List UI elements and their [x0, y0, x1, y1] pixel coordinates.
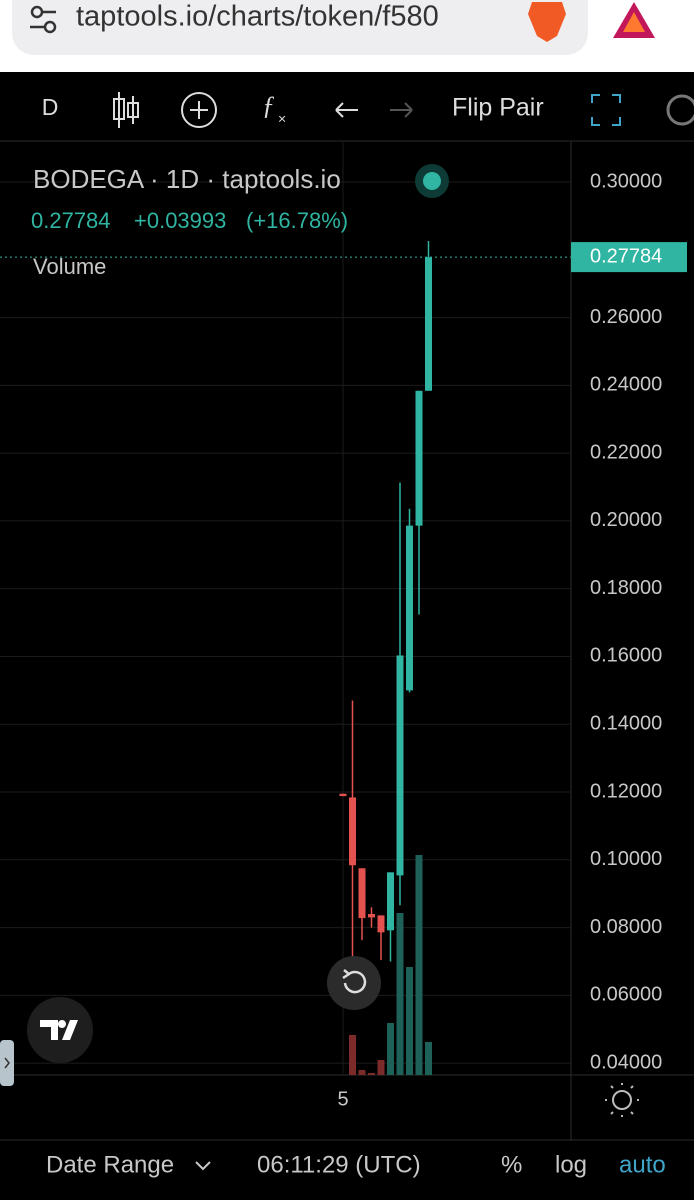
url-field[interactable]	[12, 0, 588, 55]
y-tick-label: 0.06000	[590, 984, 662, 1006]
side-panel-tab[interactable]	[0, 1040, 14, 1086]
volume-bar	[415, 855, 423, 1075]
y-tick-label: 0.20000	[590, 509, 662, 531]
url[interactable]: taptools.io/charts/token/f580	[76, 1, 439, 33]
last-price-box	[571, 242, 687, 273]
candle-body	[377, 915, 385, 933]
last-price-label: 0.27784	[590, 245, 662, 267]
site-settings-icon[interactable]	[30, 5, 57, 34]
volume-bar	[349, 1035, 356, 1075]
settings-button[interactable]	[666, 94, 694, 126]
auto-button[interactable]: auto	[619, 1151, 666, 1178]
theme-button[interactable]	[605, 1083, 639, 1117]
volume-label: Volume	[33, 254, 106, 279]
candle-body	[358, 868, 366, 919]
chart-type-button[interactable]	[113, 92, 139, 128]
legend-last-price: 0.27784	[31, 208, 111, 233]
undo-button[interactable]	[335, 102, 358, 118]
candle-body	[406, 525, 413, 691]
toolbar	[0, 72, 694, 140]
redo-button[interactable]	[390, 102, 413, 118]
status-dot	[423, 172, 441, 190]
y-tick-label: 0.14000	[590, 713, 662, 735]
volume-bar	[377, 1060, 385, 1075]
grid	[0, 181, 571, 1064]
brave-icon[interactable]	[528, 2, 566, 42]
candle-body	[415, 390, 423, 526]
y-tick-label: 0.30000	[590, 170, 662, 192]
volume-bar	[406, 967, 413, 1075]
log-button[interactable]: log	[555, 1151, 587, 1178]
candle-body	[368, 914, 375, 918]
percent-button[interactable]: %	[501, 1151, 522, 1178]
y-tick-label: 0.24000	[590, 374, 662, 396]
fullscreen-button[interactable]	[591, 94, 621, 126]
formula-button[interactable]: ƒ	[262, 91, 275, 120]
y-tick-label: 0.26000	[590, 306, 662, 328]
interval-button[interactable]: D	[42, 94, 59, 120]
volume-bar	[396, 913, 404, 1075]
candle-body	[387, 872, 394, 931]
y-tick-label: 0.16000	[590, 645, 662, 667]
y-tick-label: 0.22000	[590, 441, 662, 463]
y-tick-label: 0.04000	[590, 1051, 662, 1073]
y-tick-label: 0.08000	[590, 916, 662, 938]
y-tick-label: 0.12000	[590, 780, 662, 802]
volume-bar	[425, 1042, 432, 1075]
date-range-button[interactable]: Date Range	[46, 1151, 174, 1178]
x-tick-label: 5	[337, 1088, 348, 1110]
candle-body	[349, 797, 356, 866]
candle-body	[339, 793, 347, 797]
candle-body	[425, 257, 432, 391]
indicators-button[interactable]	[181, 92, 217, 128]
flip-pair-button[interactable]: Flip Pair	[452, 94, 544, 122]
y-tick-label: 0.10000	[590, 848, 662, 870]
date-range-caret	[195, 1161, 211, 1171]
tradingview-logo[interactable]	[27, 997, 93, 1063]
volume-bar	[387, 1023, 394, 1075]
legend-change: +0.03993	[134, 208, 226, 233]
legend-change-pct: (+16.78%)	[246, 208, 348, 233]
reset-button[interactable]	[327, 956, 381, 1010]
legend-title: BODEGA · 1D · taptools.io	[33, 164, 341, 194]
candle-body	[396, 655, 404, 876]
volume-bar	[358, 1070, 366, 1075]
y-tick-label: 0.18000	[590, 577, 662, 599]
volume-bar	[368, 1073, 375, 1075]
clock: 06:11:29 (UTC)	[257, 1151, 421, 1178]
marks	[0, 240, 571, 1075]
formula-button-x: ×	[278, 111, 286, 127]
reset-icon	[342, 969, 367, 994]
